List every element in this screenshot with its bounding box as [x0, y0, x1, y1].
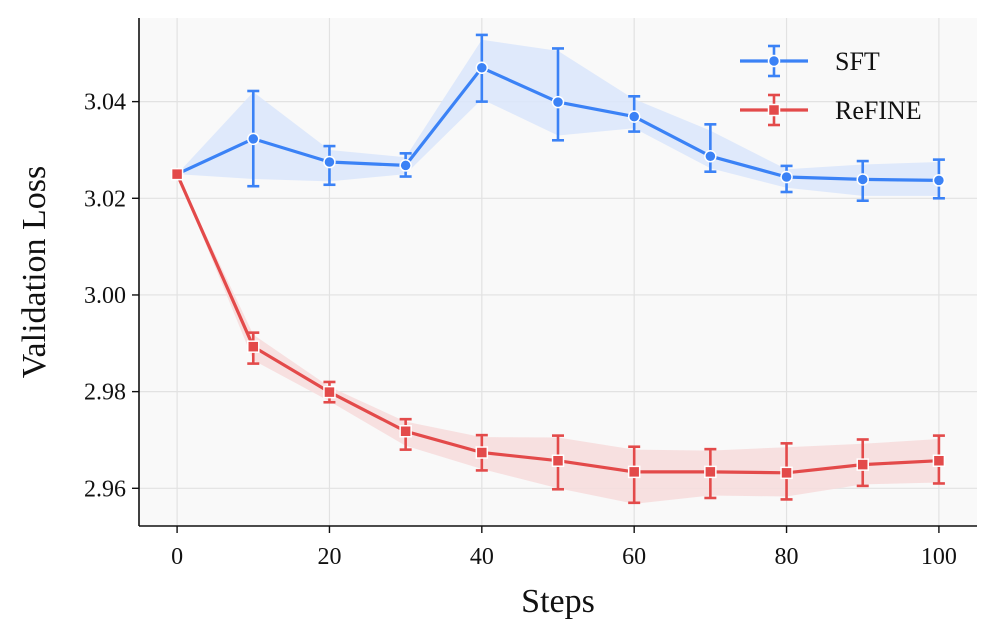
refine-point — [247, 340, 260, 353]
y-ticks: 2.96 2.98 3.00 3.02 3.04 — [84, 90, 139, 502]
refine-point — [475, 446, 489, 459]
refine-point — [170, 167, 184, 181]
refine-point — [932, 454, 946, 467]
legend-sft-label: SFT — [835, 47, 880, 76]
x-tick-label: 0 — [171, 544, 183, 570]
sft-point — [323, 155, 336, 169]
y-tick-label: 2.96 — [84, 476, 126, 502]
y-tick-label: 3.02 — [84, 186, 126, 212]
sft-point — [856, 173, 869, 186]
sft-point — [399, 159, 412, 172]
sft-point — [780, 170, 793, 184]
legend-refine-marker — [767, 103, 781, 117]
y-tick-label: 3.00 — [84, 283, 126, 309]
sft-point — [475, 61, 489, 75]
refine-band — [177, 174, 939, 504]
legend-refine-label: ReFINE — [835, 96, 922, 125]
refine-point — [780, 466, 793, 480]
y-axis-title: Validation Loss — [16, 166, 53, 378]
x-tick-label: 60 — [622, 544, 646, 570]
x-tick-label: 80 — [775, 544, 799, 570]
refine-point — [704, 465, 717, 479]
sft-point — [932, 174, 946, 187]
refine-point — [323, 385, 336, 399]
refine-point — [856, 458, 869, 471]
x-ticks: 0 20 40 60 80 100 — [171, 526, 957, 570]
sft-point — [551, 95, 565, 109]
y-tick-label: 3.04 — [84, 90, 126, 116]
sft-point — [704, 149, 717, 163]
legend-sft-marker — [767, 54, 781, 68]
x-axis-title: Steps — [521, 583, 595, 620]
refine-point — [399, 425, 412, 438]
refine-point — [551, 454, 565, 467]
x-tick-label: 100 — [921, 544, 957, 570]
series-markers — [170, 61, 946, 480]
refine-point — [627, 465, 641, 479]
x-tick-label: 40 — [470, 544, 494, 570]
sft-point — [627, 110, 641, 123]
legend: SFT ReFINE — [740, 44, 922, 127]
y-tick-label: 2.98 — [84, 380, 126, 406]
x-tick-label: 20 — [317, 544, 341, 570]
error-bars — [247, 33, 945, 505]
sft-point — [247, 132, 260, 146]
